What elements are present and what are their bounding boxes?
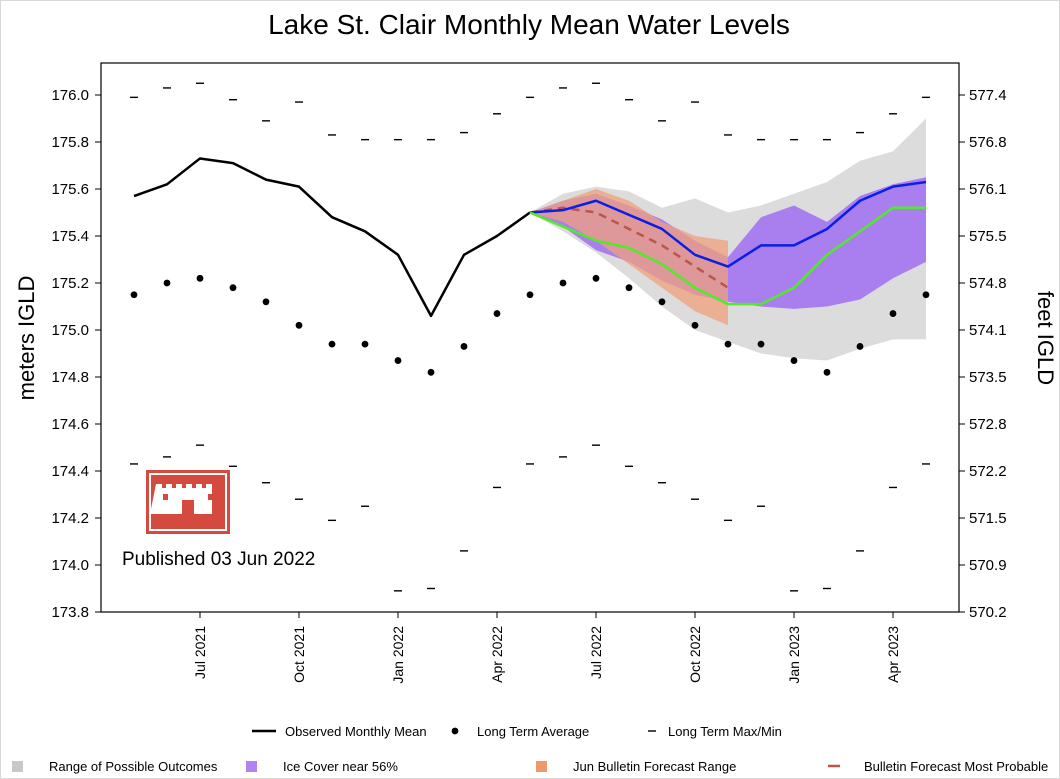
usace-castle-logo bbox=[146, 470, 230, 534]
legend-item: Long Term Max/Min bbox=[648, 724, 782, 739]
long-term-average-point bbox=[724, 340, 732, 348]
legend: Observed Monthly Mean Long Term Average Lo… bbox=[12, 724, 1048, 774]
long-term-average-point bbox=[493, 310, 501, 317]
y-right-tick-label: 576.1 bbox=[969, 181, 1007, 198]
long-term-average-point bbox=[625, 284, 633, 292]
y-left-tick-label: 173.8 bbox=[51, 604, 89, 621]
x-tick-label: Apr 2023 bbox=[885, 626, 901, 683]
plot-area bbox=[100, 62, 960, 613]
legend-item: Long Term Average bbox=[451, 724, 589, 739]
legend-label: Range of Possible Outcomes bbox=[49, 759, 218, 774]
long-term-marks bbox=[130, 82, 930, 592]
long-term-average-point bbox=[922, 291, 930, 299]
long-term-average-point bbox=[262, 298, 270, 306]
bulletin-most-probable-line bbox=[529, 206, 729, 289]
legend-item: Ice Cover near 56% bbox=[246, 759, 398, 774]
legend-item: Bulletin Forecast Most Probable bbox=[828, 759, 1048, 774]
long-term-average-point bbox=[229, 284, 237, 292]
x-tick-label: Jan 2022 bbox=[390, 626, 406, 684]
observed-monthly-mean-line bbox=[133, 157, 531, 318]
logo-border bbox=[149, 473, 227, 531]
y-axis-right-label: feet IGLD bbox=[1033, 291, 1058, 385]
long-term-average-point bbox=[196, 274, 204, 282]
legend-label: Ice Cover near 56% bbox=[283, 759, 398, 774]
y-left-tick-label: 174.4 bbox=[51, 463, 89, 480]
y-right-tick-label: 572.2 bbox=[969, 463, 1007, 480]
y-left-tick-label: 174.0 bbox=[51, 557, 89, 574]
legend-label: Observed Monthly Mean bbox=[285, 724, 427, 739]
x-tick-label: Jul 2022 bbox=[588, 626, 604, 679]
x-axis: Jul 2021 Oct 2021 Jan 2022 Apr 2022 Jul 2022… bbox=[192, 612, 901, 684]
long-term-average-point bbox=[460, 343, 468, 350]
long-term-average-point bbox=[130, 291, 138, 299]
long-term-average-point bbox=[691, 321, 699, 329]
long-term-average-point bbox=[526, 291, 534, 299]
legend-label: Long Term Average bbox=[477, 724, 589, 739]
y-left-tick-label: 174.8 bbox=[51, 369, 89, 386]
long-term-average-point bbox=[394, 357, 402, 364]
y-axis-left-label: meters IGLD bbox=[14, 276, 39, 401]
forecast-bands bbox=[530, 118, 926, 361]
legend-item: Observed Monthly Mean bbox=[252, 724, 427, 739]
published-date: Published 03 Jun 2022 bbox=[122, 549, 315, 570]
long-term-average-point bbox=[328, 340, 336, 348]
y-left-tick-label: 174.6 bbox=[51, 416, 89, 433]
x-tick-label: Apr 2022 bbox=[489, 626, 505, 683]
castle-window-right-icon bbox=[208, 494, 213, 500]
legend-label: Bulletin Forecast Most Probable bbox=[864, 759, 1048, 774]
chart-title: Lake St. Clair Monthly Mean Water Levels bbox=[268, 9, 790, 40]
legend-label: Long Term Max/Min bbox=[668, 724, 782, 739]
y-left-tick-label: 175.4 bbox=[51, 228, 89, 245]
y-left-tick-label: 174.2 bbox=[51, 510, 89, 527]
ice-cover-forecast-line bbox=[529, 180, 927, 268]
x-tick-label: Oct 2021 bbox=[291, 626, 307, 683]
legend-dot-swatch bbox=[451, 727, 459, 735]
y-right-tick-label: 576.8 bbox=[969, 134, 1007, 151]
y-right-tick-label: 575.5 bbox=[969, 228, 1007, 245]
y-right-tick-label: 574.1 bbox=[969, 322, 1007, 339]
y-right-tick-label: 572.8 bbox=[969, 416, 1007, 433]
x-tick-label: Oct 2022 bbox=[687, 626, 703, 683]
y-right-tick-label: 577.4 bbox=[969, 87, 1007, 104]
x-tick-label: Jan 2023 bbox=[786, 626, 802, 684]
y-axis-right: 577.4 576.8 576.1 575.5 574.8 574.1 573.5 572.8… bbox=[959, 87, 1007, 621]
y-left-tick-label: 175.0 bbox=[51, 322, 89, 339]
long-term-average-point bbox=[592, 274, 600, 282]
y-right-tick-label: 571.5 bbox=[969, 510, 1007, 527]
y-right-tick-label: 574.8 bbox=[969, 275, 1007, 292]
most-likely-forecast-line bbox=[529, 206, 926, 306]
legend-square-swatch bbox=[12, 761, 23, 772]
long-term-average-point bbox=[823, 368, 831, 376]
legend-item: Jun Bulletin Forecast Range bbox=[536, 759, 736, 774]
long-term-average-point bbox=[757, 340, 765, 348]
long-term-average-point bbox=[361, 340, 369, 348]
x-tick-label: Jul 2021 bbox=[192, 626, 208, 679]
y-left-tick-label: 175.6 bbox=[51, 181, 89, 198]
y-axis-left: 176.0 175.8 175.6 175.4 175.2 175.0 174.8 174.6… bbox=[51, 87, 101, 621]
castle-icon bbox=[150, 484, 212, 514]
castle-window-left-icon bbox=[163, 494, 168, 500]
legend-label: Jun Bulletin Forecast Range bbox=[573, 759, 736, 774]
long-term-average-point bbox=[559, 279, 567, 287]
y-left-tick-label: 175.8 bbox=[51, 134, 89, 151]
long-term-average-point bbox=[856, 343, 864, 350]
long-term-average-point bbox=[295, 321, 303, 329]
long-term-average-point bbox=[427, 368, 435, 376]
y-right-tick-label: 573.5 bbox=[969, 369, 1007, 386]
legend-item: Range of Possible Outcomes bbox=[12, 759, 218, 774]
long-term-average-point bbox=[790, 357, 798, 364]
castle-door-icon bbox=[182, 500, 194, 514]
y-right-tick-label: 570.2 bbox=[969, 604, 1007, 621]
long-term-average-point bbox=[658, 298, 666, 306]
legend-square-swatch bbox=[536, 761, 547, 772]
long-term-average-point bbox=[889, 310, 897, 317]
series-lines bbox=[133, 157, 927, 318]
y-left-tick-label: 175.2 bbox=[51, 275, 89, 292]
legend-square-swatch bbox=[246, 761, 257, 772]
y-right-tick-label: 570.9 bbox=[969, 557, 1007, 574]
long-term-average-point bbox=[163, 279, 171, 287]
y-left-tick-label: 176.0 bbox=[51, 87, 89, 104]
bulletin-forecast-range-band bbox=[530, 189, 728, 326]
